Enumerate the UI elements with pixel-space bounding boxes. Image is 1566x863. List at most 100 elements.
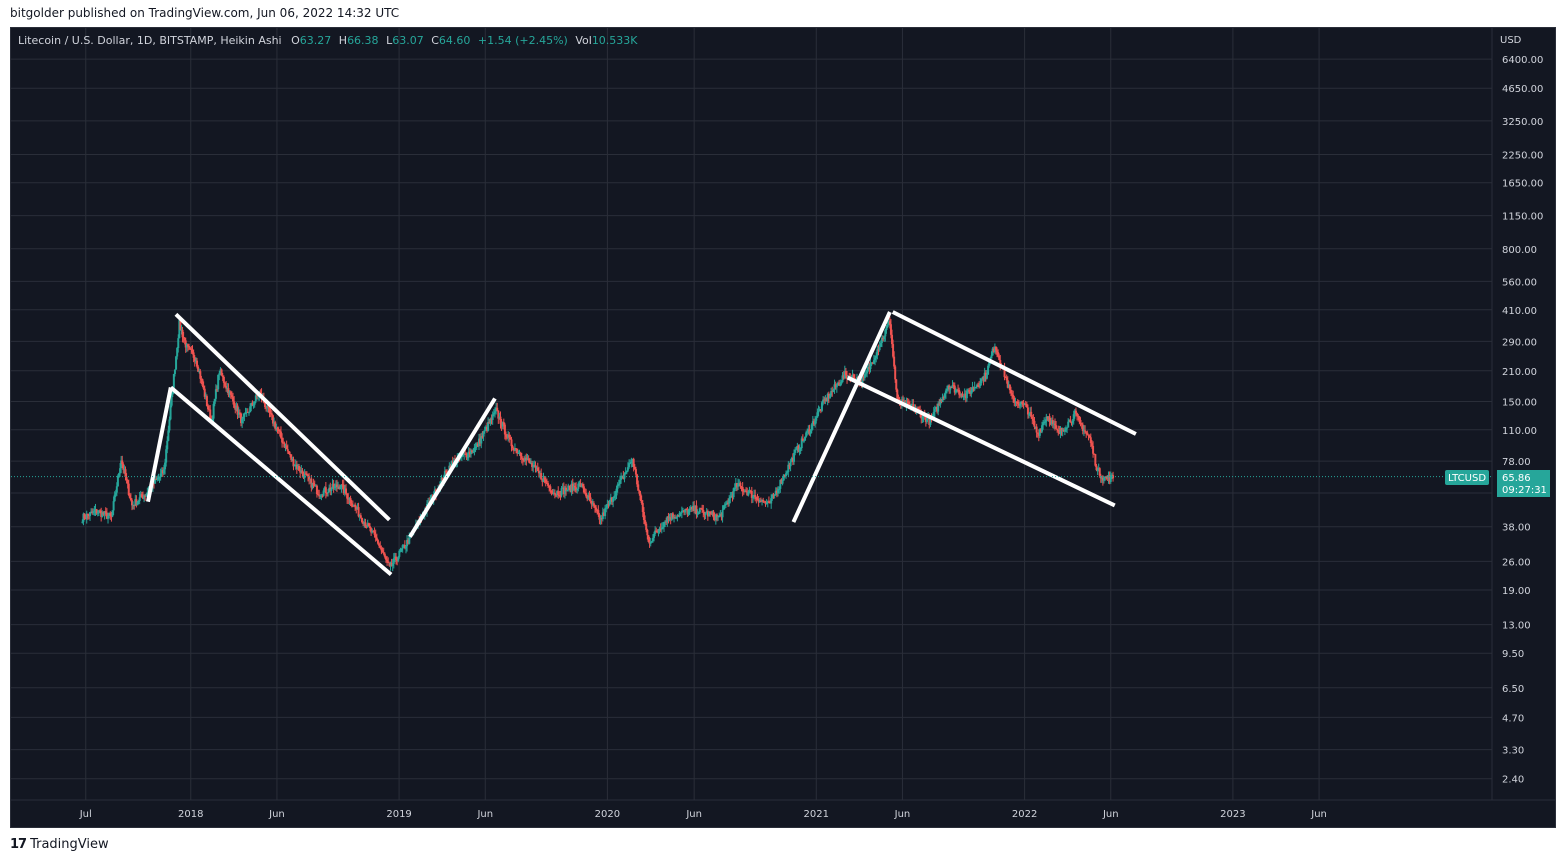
candle-body	[887, 321, 890, 326]
trendline[interactable]	[408, 397, 497, 538]
candle-body	[602, 512, 605, 517]
candle-body	[121, 460, 124, 465]
candle-body	[268, 407, 271, 413]
candle-body	[186, 344, 189, 347]
candle-body	[1028, 414, 1031, 416]
candle-body	[1061, 429, 1064, 432]
candle-body	[427, 502, 430, 504]
candle	[946, 385, 949, 394]
candle-body	[532, 466, 535, 468]
candle	[562, 482, 565, 498]
candle-body	[212, 403, 215, 419]
legend-volume-label: Vol	[575, 34, 592, 47]
candle-body	[568, 485, 571, 487]
candle-body	[177, 338, 180, 349]
candle	[96, 510, 99, 517]
candle	[115, 482, 118, 497]
candle	[634, 466, 637, 478]
candle	[139, 490, 142, 498]
candle	[82, 512, 85, 526]
price-tick-label: 1650.00	[1502, 179, 1543, 190]
candle-body	[734, 483, 737, 488]
trendline[interactable]	[846, 375, 1116, 508]
currency-label: USD	[1500, 35, 1522, 46]
candle	[942, 395, 945, 400]
candle	[252, 401, 255, 409]
candle-body	[492, 412, 495, 415]
candle-body	[925, 418, 928, 422]
time-tick-label: 2020	[595, 809, 620, 820]
candle-body	[90, 511, 93, 513]
candle-body	[276, 428, 279, 431]
candle-body	[695, 505, 698, 514]
candle	[750, 486, 753, 504]
candle-body	[101, 512, 104, 517]
price-axis[interactable]: 6400.004650.003250.002250.001650.001150.…	[1502, 55, 1543, 786]
candle	[1062, 428, 1065, 432]
candle-body	[1009, 390, 1012, 394]
candle	[365, 525, 368, 529]
candle	[959, 391, 962, 398]
candle	[1068, 419, 1071, 423]
candle	[506, 433, 509, 440]
candle	[232, 392, 235, 405]
candle-body	[144, 495, 147, 497]
candle	[535, 465, 538, 473]
candle	[551, 489, 554, 495]
candle-body	[387, 561, 390, 563]
candle-body	[696, 513, 699, 515]
candle	[1045, 413, 1048, 427]
price-tick-label: 19.00	[1502, 586, 1531, 597]
candle-body	[1043, 421, 1046, 424]
legend-symbol[interactable]: Litecoin / U.S. Dollar, 1D, BITSTAMP, He…	[18, 34, 282, 47]
candle	[948, 384, 951, 394]
candle	[543, 475, 546, 484]
candle	[307, 473, 310, 482]
candle-body	[359, 515, 362, 518]
candle-body	[536, 467, 539, 472]
candle	[727, 498, 730, 507]
candle	[1055, 420, 1058, 429]
trendline[interactable]	[791, 311, 892, 523]
candle	[610, 497, 613, 505]
candle	[156, 475, 159, 482]
candle-body	[812, 421, 815, 425]
candle-body	[450, 461, 453, 469]
candle	[937, 401, 940, 416]
candle-body	[693, 505, 696, 512]
candle-body	[485, 427, 488, 431]
candle	[701, 504, 704, 514]
candle-body	[86, 513, 89, 515]
candle-body	[690, 507, 693, 510]
candle	[542, 472, 545, 483]
candle	[181, 326, 184, 343]
candle	[766, 500, 769, 508]
candle	[325, 492, 328, 497]
candle-body	[561, 487, 564, 489]
candle-body	[1067, 421, 1070, 428]
candle	[599, 515, 602, 525]
candle	[251, 400, 254, 407]
candle	[553, 489, 556, 499]
candle	[706, 509, 709, 521]
candle	[944, 388, 947, 399]
trendline[interactable]	[169, 385, 393, 577]
trendline[interactable]	[174, 312, 391, 522]
candle-body	[964, 393, 967, 399]
candle	[623, 472, 626, 483]
chart-pane[interactable]	[10, 27, 1556, 828]
candle	[158, 476, 161, 483]
candle-body	[810, 424, 813, 431]
trendline[interactable]	[146, 387, 173, 503]
candle	[616, 482, 619, 493]
trendline[interactable]	[891, 310, 1137, 436]
candle-body	[613, 496, 616, 499]
candle	[641, 500, 644, 518]
candle-body	[515, 448, 518, 450]
time-axis[interactable]: Jul 2018 Jun 2019 Jun 2020 Jun 2021 Jun 2022 Jun 20…	[79, 809, 1327, 820]
candle-body	[397, 556, 400, 561]
candle	[972, 386, 975, 392]
footer-brand[interactable]: 17 TradingView	[10, 837, 109, 852]
candle-body	[109, 513, 112, 516]
